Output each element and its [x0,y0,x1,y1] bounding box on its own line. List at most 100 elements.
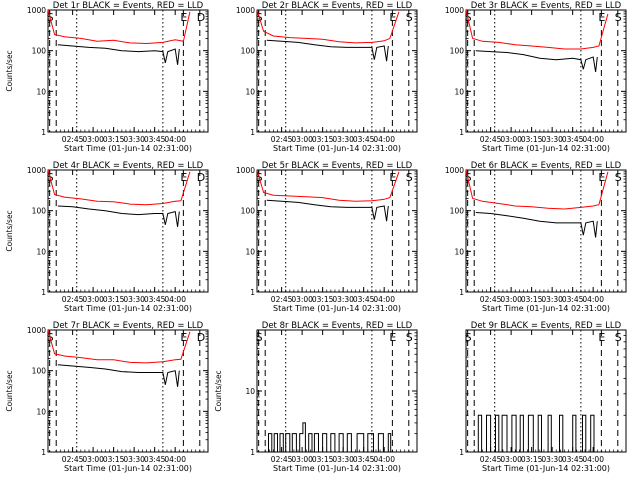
series-lld-line [47,329,191,364]
y-tick-label: 1000 [236,166,255,175]
event-marker-label: E [389,331,396,344]
series-lld-line [47,9,191,45]
plot-frame [47,169,209,293]
y-tick-label: 1 [459,448,464,457]
event-marker-label: E [180,11,187,24]
chart-title: Det 2r BLACK = Events, RED = LLD [262,1,413,11]
chart-panel-2: Det 2r BLACK = Events, RED = LLD 1 10 100 10… [236,1,418,153]
event-marker-label: S [406,331,413,344]
x-tick-label: 03:15 [312,455,334,464]
y-axis-label: Counts/sec [5,50,14,91]
x-tick-label: 03:45 [353,135,375,144]
x-tick-label: 03:45 [562,455,584,464]
x-axis-label: Start Time (01-Jun-14 02:31:00) [482,304,610,313]
x-tick-label: 02:45 [62,455,84,464]
x-tick-label: 03:45 [144,455,166,464]
chart-title: Det 5r BLACK = Events, RED = LLD [262,161,413,171]
y-tick-label: 1000 [445,166,464,175]
x-tick-label: 03:00 [291,295,313,304]
chart-panel-9: Det 9r BLACK = Events, RED = LLD102:4503… [459,321,627,473]
y-tick-label: 100 [32,367,47,376]
y-tick-label: 10 [36,407,46,416]
x-axis-label: Start Time (01-Jun-14 02:31:00) [64,304,192,313]
chart-title: Det 9r BLACK = Events, RED = LLD [471,321,622,331]
x-tick-label: 03:45 [144,295,166,304]
plot-frame [465,329,627,453]
y-tick-label: 1 [41,448,46,457]
series-lld-line [256,9,400,44]
event-marker-label: E [180,331,187,344]
x-axis-label: Start Time (01-Jun-14 02:31:00) [273,304,401,313]
x-tick-label: 02:45 [480,295,502,304]
series-lld-line [47,169,191,206]
event-marker-label: D [197,11,205,24]
x-tick-label: 03:15 [521,295,543,304]
y-tick-label: 1000 [27,326,46,335]
x-tick-label: 03:00 [500,135,522,144]
x-tick-label: 04:00 [582,295,604,304]
x-tick-label: 03:15 [312,135,334,144]
series-events-line [475,50,598,72]
x-axis-label: Start Time (01-Jun-14 02:31:00) [482,464,610,473]
chart-title: Det 8r BLACK = Events, RED = LLD [262,321,413,331]
event-marker-label: S [615,11,622,24]
x-tick-label: 03:30 [332,295,354,304]
chart-panel-5: Det 5r BLACK = Events, RED = LLD 1 10 100 10… [236,161,418,313]
y-tick-label: 100 [241,47,256,56]
event-marker-label: S [406,171,413,184]
chart-panel-4: Det 4r BLACK = Events, RED = LLD 1 10 100 10… [5,161,209,313]
event-marker-label: S [256,331,263,344]
y-tick-label: 1 [41,128,46,137]
event-marker-label: E [598,11,605,24]
x-tick-label: 02:45 [62,295,84,304]
x-axis-label: Start Time (01-Jun-14 02:31:00) [64,464,192,473]
y-tick-label: 1000 [236,6,255,15]
x-tick-label: 03:00 [500,295,522,304]
event-marker-label: D [197,331,205,344]
plot-frame [465,9,627,133]
x-tick-label: 03:30 [123,295,145,304]
plot-frame [465,169,627,293]
series-events-line [266,39,389,62]
series-events-line [475,212,598,238]
y-tick-label: 1 [459,128,464,137]
y-tick-label: 10 [36,247,46,256]
x-tick-label: 04:00 [582,455,604,464]
series-events-line [265,422,392,453]
plot-frame [256,169,418,293]
event-marker-label: D [197,171,205,184]
event-marker-label: E [598,171,605,184]
plot-frame [47,329,209,453]
x-tick-label: 03:30 [541,455,563,464]
x-tick-label: 03:15 [521,455,543,464]
series-lld-line [465,9,609,50]
x-tick-label: 03:30 [541,135,563,144]
y-tick-label: 1000 [445,6,464,15]
x-tick-label: 03:45 [353,455,375,464]
x-tick-label: 03:00 [291,455,313,464]
x-tick-label: 03:30 [123,135,145,144]
x-tick-label: 03:15 [312,295,334,304]
series-events-line [266,199,389,222]
x-tick-label: 03:00 [500,455,522,464]
y-tick-label: 10 [454,87,464,96]
event-marker-label: S [615,331,622,344]
y-tick-label: 100 [241,207,256,216]
x-tick-label: 03:30 [541,295,563,304]
chart-title: Det 4r BLACK = Events, RED = LLD [53,161,204,171]
x-tick-label: 03:30 [332,135,354,144]
x-tick-label: 03:15 [103,455,125,464]
x-axis-label: Start Time (01-Jun-14 02:31:00) [482,144,610,153]
y-tick-label: 1 [250,448,255,457]
chart-panel-3: Det 3r BLACK = Events, RED = LLD 1 10 100 10… [445,1,627,153]
event-marker-label: S [406,11,413,24]
x-tick-label: 02:45 [271,295,293,304]
y-tick-label: 1000 [27,6,46,15]
x-tick-label: 04:00 [373,135,395,144]
x-tick-label: 02:45 [62,135,84,144]
series-lld-line [256,169,400,202]
y-tick-label: 100 [450,47,465,56]
x-tick-label: 03:15 [103,135,125,144]
y-tick-label: 1 [41,288,46,297]
